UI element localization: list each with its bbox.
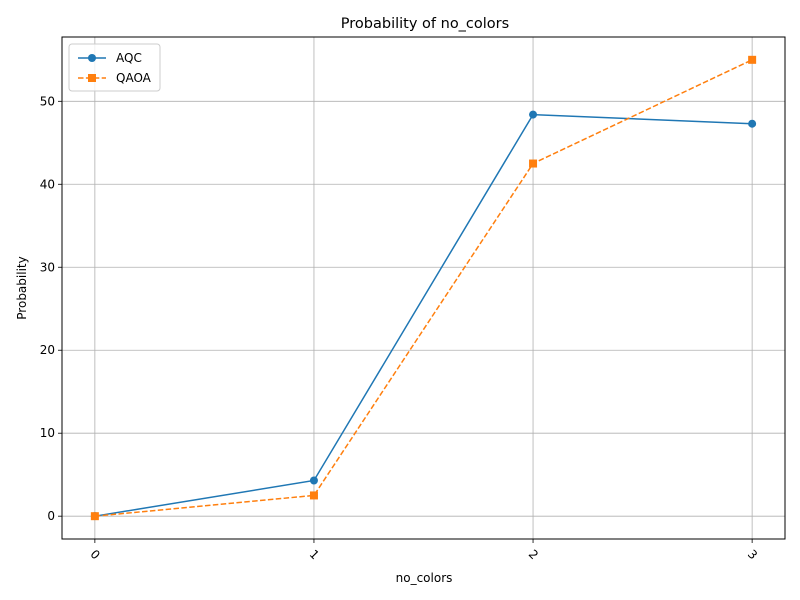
data-point [90,512,99,521]
series-line [94,113,753,517]
data-point [748,119,757,128]
series-qaoa [90,55,757,521]
y-axis-label: Probability [15,256,29,319]
y-tick-label: 50 [40,94,55,108]
series-line [94,59,753,517]
legend-label: QAOA [116,71,152,85]
legend-label: AQC [116,51,142,65]
y-tick-label: 0 [47,509,55,523]
legend-marker [88,74,96,82]
data-point [529,110,538,119]
legend: AQC QAOA [68,43,161,92]
legend-item-aqc: AQC [78,51,142,65]
data-point [309,491,318,500]
y-tick-label: 30 [40,260,55,274]
data-point [309,476,318,485]
chart-title: Probability of no_colors [341,16,509,32]
legend-item-qaoa: QAOA [78,71,152,85]
plot-area-frame [61,36,786,540]
y-tick-label: 40 [40,177,55,191]
y-tick-label: 20 [40,343,55,357]
y-tick-label: 10 [40,426,55,440]
data-point [748,55,757,64]
y-axis: 0 10 20 30 40 50 [40,94,62,523]
data-point [529,159,538,168]
x-axis-label: no_colors [396,571,453,585]
series-group [90,55,757,521]
legend-marker [88,54,96,62]
